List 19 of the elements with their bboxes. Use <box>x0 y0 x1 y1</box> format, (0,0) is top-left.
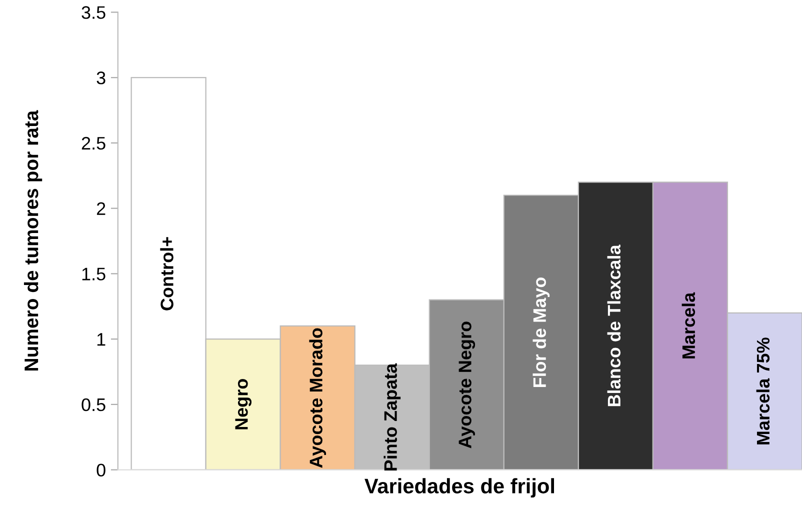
x-tick-label: Marcela <box>682 292 696 358</box>
y-tick-label: 2.5 <box>82 136 106 150</box>
y-tick-label: 0 <box>96 464 106 477</box>
y-tick-label: 3 <box>96 72 106 84</box>
x-tick-label: Marcela 75% <box>756 338 770 444</box>
y-tick-label: 3.5 <box>82 6 106 19</box>
y-tick-label: 1 <box>97 333 106 346</box>
y-tick-label: 1.5 <box>82 268 106 280</box>
x-tick-label: Pinto Zapata <box>384 363 401 470</box>
y-tick-label: 2 <box>96 202 106 215</box>
x-axis-title: Variedades de frijol <box>364 478 554 498</box>
x-tick-label: Negro <box>235 379 252 430</box>
y-tick-label: 0.5 <box>82 398 106 412</box>
x-tick-label: Ayocote Negro <box>458 322 476 448</box>
x-tick-label: Blanco de Tlaxcala <box>607 244 621 406</box>
x-tick-label: Ayocote Morado <box>309 328 326 468</box>
x-tick-label: Control+ <box>160 237 174 310</box>
y-axis-title: Numero de tumores por rata <box>24 110 42 370</box>
x-tick-label: Flor de Mayo <box>532 278 550 387</box>
